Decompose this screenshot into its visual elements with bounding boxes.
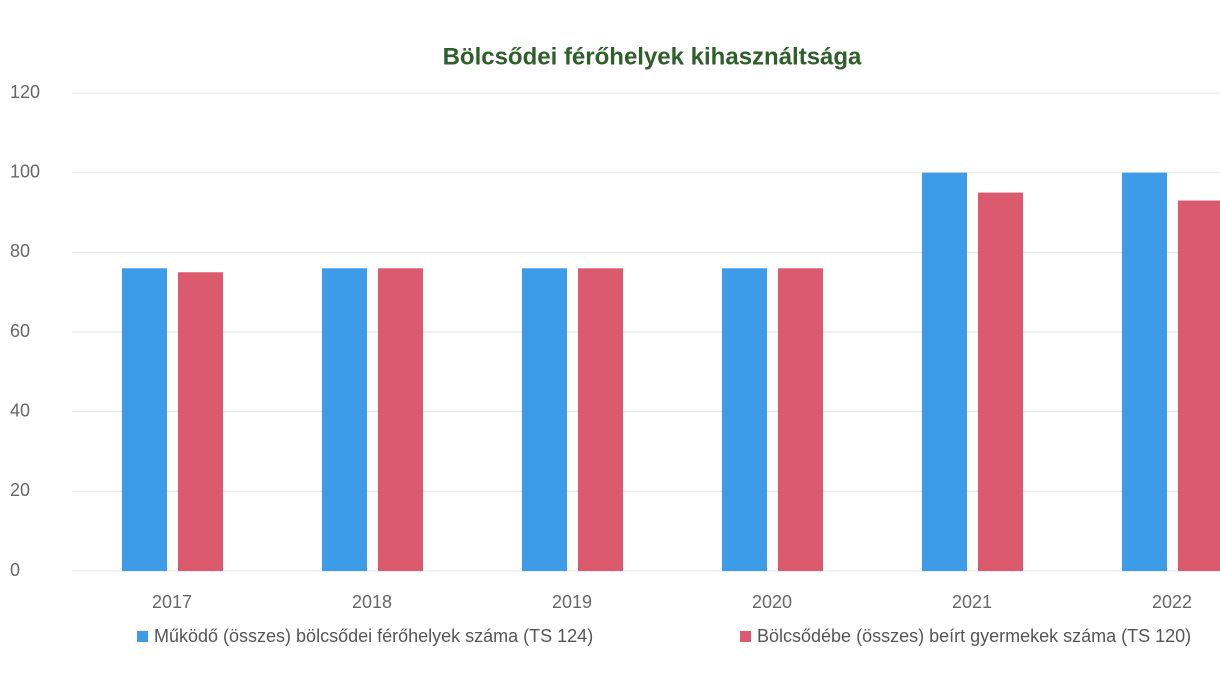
legend-swatch	[740, 631, 751, 642]
y-tick-label: 100	[10, 161, 40, 181]
bar	[378, 268, 423, 571]
x-tick-label: 2019	[552, 592, 592, 612]
y-tick-label: 20	[10, 480, 30, 500]
bar	[778, 268, 823, 571]
bar	[922, 172, 967, 571]
x-tick-label: 2022	[1152, 592, 1192, 612]
legend-swatch	[137, 631, 148, 642]
y-tick-label: 60	[10, 321, 30, 341]
bar	[122, 268, 167, 571]
bar	[322, 268, 367, 571]
x-tick-label: 2021	[952, 592, 992, 612]
bar	[978, 192, 1023, 572]
legend-item: Működő (összes) bölcsődei férőhelyek szá…	[137, 624, 697, 649]
y-tick-label: 0	[10, 560, 20, 580]
legend-item: Bölcsődébe (összes) beírt gyermekek szám…	[740, 624, 1200, 649]
bar	[1178, 200, 1220, 572]
bar	[1122, 172, 1167, 571]
y-tick-label: 120	[10, 82, 40, 102]
bar	[722, 268, 767, 571]
chart-title: Bölcsődei férőhelyek kihasználtsága	[443, 43, 862, 70]
bar	[578, 268, 623, 571]
y-tick-label: 40	[10, 400, 30, 420]
bar	[522, 268, 567, 571]
legend-label: Bölcsődébe (összes) beírt gyermekek szám…	[757, 626, 1192, 646]
x-tick-label: 2018	[352, 592, 392, 612]
bar	[178, 272, 223, 571]
legend-label: Működő (összes) bölcsődei férőhelyek szá…	[154, 626, 594, 646]
x-tick-label: 2017	[152, 592, 192, 612]
x-tick-label: 2020	[752, 592, 792, 612]
y-tick-label: 80	[10, 241, 30, 261]
legend: Működő (összes) bölcsődei férőhelyek szá…	[0, 624, 1220, 684]
